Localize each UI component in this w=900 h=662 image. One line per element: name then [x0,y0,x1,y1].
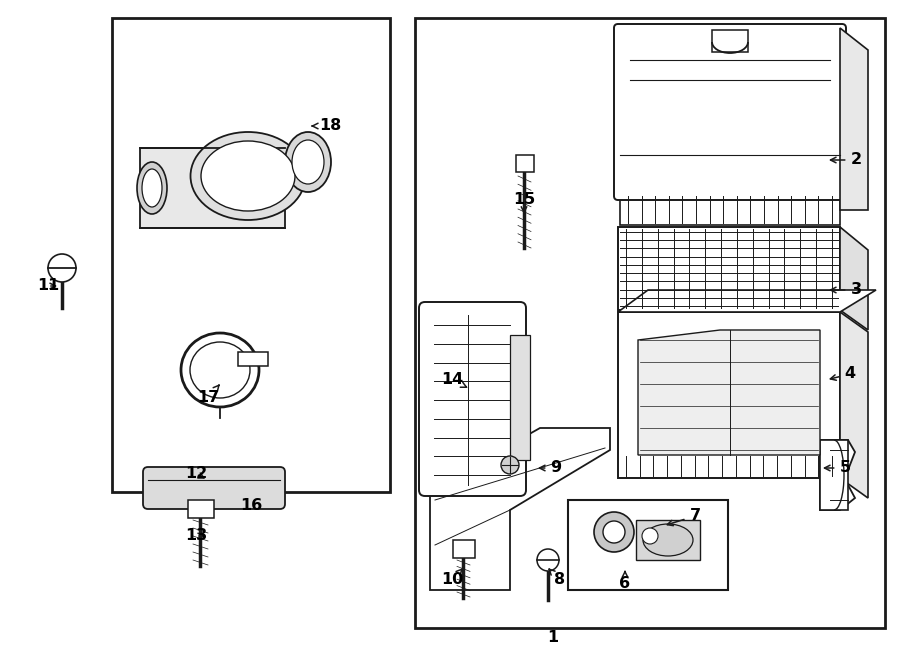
Text: 2: 2 [831,152,861,167]
Bar [112,18,390,492]
Text: 14: 14 [441,373,466,387]
Text: 12: 12 [184,467,207,481]
Ellipse shape [191,132,305,220]
Ellipse shape [201,141,295,211]
Polygon shape [636,520,700,560]
Bar [453,540,475,558]
Polygon shape [840,312,868,498]
Ellipse shape [292,140,324,184]
Bar [712,30,748,52]
Polygon shape [820,440,855,510]
Polygon shape [618,290,876,312]
Polygon shape [430,428,610,590]
Ellipse shape [137,162,167,214]
Text: 17: 17 [197,385,219,406]
Polygon shape [840,28,868,210]
Circle shape [594,512,634,552]
Bar [620,195,840,225]
Ellipse shape [643,524,693,556]
Bar [415,18,885,628]
Circle shape [537,549,559,571]
Text: 11: 11 [37,279,59,293]
FancyBboxPatch shape [614,24,846,200]
Text: 4: 4 [831,367,856,381]
FancyBboxPatch shape [143,467,285,509]
Ellipse shape [285,132,331,192]
Polygon shape [638,330,820,455]
Text: 3: 3 [831,283,861,297]
Text: 18: 18 [312,118,341,134]
Circle shape [48,254,76,282]
Bar [618,227,840,310]
Circle shape [642,528,658,544]
Text: 5: 5 [824,461,850,475]
Text: 1: 1 [547,630,559,645]
Text: 8: 8 [549,569,565,587]
FancyBboxPatch shape [419,302,526,496]
Bar [238,352,268,366]
Bar [568,500,728,590]
Bar [820,440,848,510]
Text: 6: 6 [619,572,631,591]
Circle shape [603,521,625,543]
Bar [618,312,840,478]
Circle shape [501,456,519,474]
Text: 13: 13 [184,528,207,544]
Text: 9: 9 [539,461,562,475]
Bar [516,155,534,172]
Ellipse shape [142,169,162,207]
Bar [510,335,530,460]
Text: 7: 7 [667,508,700,526]
Bar [188,500,214,518]
Text: 15: 15 [513,193,536,213]
Bar [140,148,285,228]
Text: 16: 16 [240,498,262,514]
Text: 10: 10 [441,569,464,587]
Polygon shape [840,227,868,330]
